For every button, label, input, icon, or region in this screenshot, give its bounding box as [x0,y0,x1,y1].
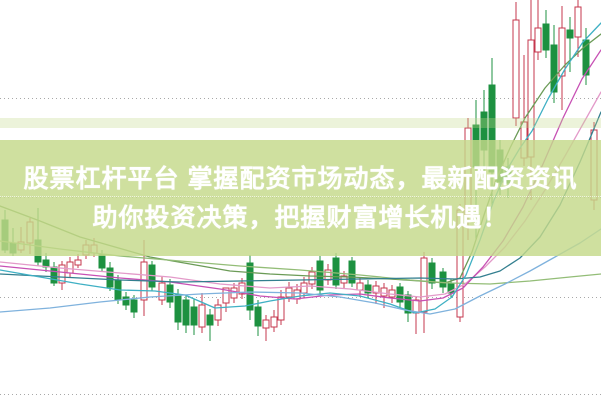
candle-down [254,306,262,327]
candle-down [566,29,574,39]
candle-up [293,289,301,300]
candle-down [182,299,190,326]
candle-down [206,314,214,326]
candle-up [558,27,566,77]
candle-up [372,285,380,294]
ma-blue-light [0,228,601,315]
candle-up [58,264,66,284]
candle-down [348,260,356,284]
candle-up [512,19,520,119]
candle-down [428,262,436,284]
candle-up [324,269,332,281]
candle-up [238,282,246,295]
candle-down [439,271,447,288]
banner-headline: 股票杠杆平台 掌握配资市场动态，最新配资资讯 [23,165,578,193]
candle-up [308,271,316,285]
ma-cyan [0,22,601,314]
candle-up [262,319,270,329]
candle-down [404,294,412,314]
ma-green-light [0,240,601,285]
banner-faint-strip [0,118,601,128]
candle-up [420,257,428,313]
candle-up [270,316,278,328]
candle-down [174,294,182,323]
candle-up [198,304,206,328]
candle-up [277,296,285,321]
candle-down [582,39,590,76]
candle-up [356,282,364,291]
candle-down [332,257,340,286]
candle-up [74,259,82,266]
candle-down [542,23,550,51]
candle-down [122,296,130,306]
candle-up [574,6,582,38]
candle-down [550,44,558,93]
candle-down [364,284,372,294]
candle-up [66,261,74,274]
candle-down [98,254,106,269]
candle-down [50,266,58,284]
candle-down [190,306,198,326]
banner-gridline [0,196,601,197]
candle-down [316,260,324,291]
promo-banner-overlay: 股票杠杆平台 掌握配资市场动态，最新配资资讯 助你投资决策，把握财富增长机遇！ [0,140,601,256]
candle-up [214,304,222,321]
banner-subline: 助你投资决策，把握财富增长机遇！ [92,204,509,232]
candle-up [222,287,230,304]
candle-up [300,282,308,294]
candle-down [130,299,138,313]
candle-up [380,287,388,297]
candle-up [534,27,542,53]
